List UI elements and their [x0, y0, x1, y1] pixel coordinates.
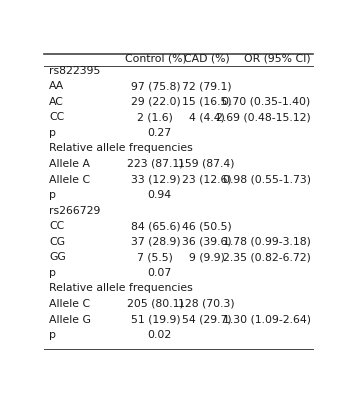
Text: AC: AC: [49, 97, 64, 107]
Text: Allele C: Allele C: [49, 175, 90, 185]
Text: AA: AA: [49, 81, 64, 91]
Text: 223 (87.1): 223 (87.1): [127, 159, 184, 169]
Text: rs822395: rs822395: [49, 66, 100, 76]
Text: 72 (79.1): 72 (79.1): [182, 81, 231, 91]
Text: 9 (9.9): 9 (9.9): [189, 252, 224, 262]
Text: 0.98 (0.55-1.73): 0.98 (0.55-1.73): [222, 175, 310, 185]
Text: 36 (39.6): 36 (39.6): [182, 237, 231, 247]
Text: p: p: [49, 128, 56, 138]
Text: 0.07: 0.07: [147, 268, 172, 278]
Text: p: p: [49, 268, 56, 278]
Text: 0.94: 0.94: [148, 190, 172, 200]
Text: 15 (16.5): 15 (16.5): [182, 97, 231, 107]
Text: 1.78 (0.99-3.18): 1.78 (0.99-3.18): [223, 237, 310, 247]
Text: 97 (75.8): 97 (75.8): [130, 81, 180, 91]
Text: 0.27: 0.27: [148, 128, 172, 138]
Text: Control (%): Control (%): [125, 54, 186, 64]
Text: Relative allele frequencies: Relative allele frequencies: [49, 284, 193, 293]
Text: 4 (4.4): 4 (4.4): [189, 112, 224, 122]
Text: 128 (70.3): 128 (70.3): [179, 299, 235, 309]
Text: 2 (1.6): 2 (1.6): [137, 112, 173, 122]
Text: Allele A: Allele A: [49, 159, 90, 169]
Text: 2.69 (0.48-15.12): 2.69 (0.48-15.12): [216, 112, 310, 122]
Text: 51 (19.9): 51 (19.9): [130, 314, 180, 324]
Text: 33 (12.9): 33 (12.9): [130, 175, 180, 185]
Text: 205 (80.1): 205 (80.1): [127, 299, 184, 309]
Text: 29 (22.0): 29 (22.0): [130, 97, 180, 107]
Text: rs266729: rs266729: [49, 206, 100, 216]
Text: 2.35 (0.82-6.72): 2.35 (0.82-6.72): [223, 252, 310, 262]
Text: GG: GG: [49, 252, 66, 262]
Text: 84 (65.6): 84 (65.6): [130, 221, 180, 231]
Text: CG: CG: [49, 237, 65, 247]
Text: OR (95% CI): OR (95% CI): [244, 54, 310, 64]
Text: 7 (5.5): 7 (5.5): [137, 252, 173, 262]
Text: Allele G: Allele G: [49, 314, 91, 324]
Text: 159 (87.4): 159 (87.4): [179, 159, 235, 169]
Text: 23 (12.6): 23 (12.6): [182, 175, 231, 185]
Text: CC: CC: [49, 112, 64, 122]
Text: p: p: [49, 330, 56, 340]
Text: Allele C: Allele C: [49, 299, 90, 309]
Text: Relative allele frequencies: Relative allele frequencies: [49, 143, 193, 153]
Text: CAD (%): CAD (%): [184, 54, 230, 64]
Text: 46 (50.5): 46 (50.5): [182, 221, 231, 231]
Text: 1.30 (1.09-2.64): 1.30 (1.09-2.64): [222, 314, 310, 324]
Text: p: p: [49, 190, 56, 200]
Text: 0.02: 0.02: [147, 330, 172, 340]
Text: 0.70 (0.35-1.40): 0.70 (0.35-1.40): [222, 97, 310, 107]
Text: CC: CC: [49, 221, 64, 231]
Text: 54 (29.7): 54 (29.7): [182, 314, 231, 324]
Text: 37 (28.9): 37 (28.9): [130, 237, 180, 247]
